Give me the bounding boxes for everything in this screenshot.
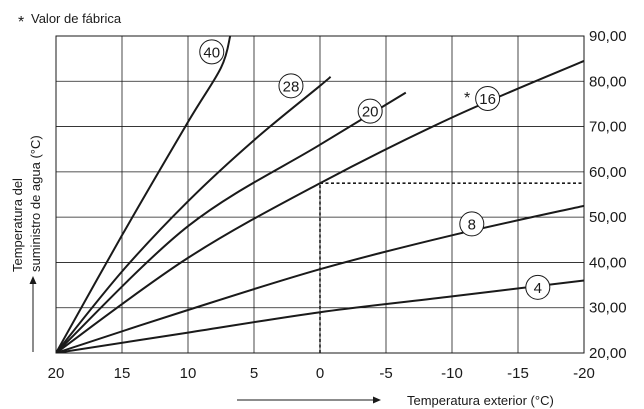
curve-labels: 4 8 16 20 28 40 [199, 39, 551, 300]
y-tick-label-2: 40,00 [589, 254, 627, 271]
footnote-text: Valor de fábrica [31, 11, 122, 26]
curve-label-40: 40 [203, 44, 220, 61]
y-axis-label-line2: suministro de agua (°C) [28, 135, 43, 272]
y-tick-label-4: 60,00 [589, 164, 627, 181]
x-tick-label-3: 5 [250, 365, 258, 382]
reference-dashed-lines [319, 182, 584, 353]
curve-label-circle-20 [357, 98, 383, 124]
curve-label-28: 28 [283, 78, 300, 95]
curve-label-circle-16 [475, 85, 501, 111]
x-tick-label-0: 20 [48, 365, 65, 382]
x-axis-label: Temperatura exterior (°C) [407, 393, 554, 408]
y-tick-label-6: 80,00 [589, 73, 627, 90]
y-tick-label-7: 90,00 [589, 28, 627, 45]
curve-label-8: 8 [468, 216, 476, 233]
y-tick-label-1: 30,00 [589, 300, 627, 317]
x-tick-label-4: 0 [316, 365, 324, 382]
curve-8 [56, 204, 584, 353]
curve-label-circle-40 [199, 39, 225, 65]
footnote-asterisk: * [18, 14, 24, 31]
x-tick-label-6: -10 [441, 365, 463, 382]
x-tick-label-8: -20 [573, 365, 595, 382]
curve-28 [56, 76, 332, 353]
x-tick-label-2: 10 [180, 365, 197, 382]
curve-label-20: 20 [362, 104, 379, 121]
curve-label-circle-28 [278, 73, 304, 99]
y-tick-labels: 20,00 30,00 40,00 50,00 60,00 70,00 80,00 90,00 [589, 28, 627, 362]
y-tick-label-5: 70,00 [589, 119, 627, 136]
y-axis-label-line1: Temperatura del [10, 178, 25, 272]
curve-4 [56, 279, 584, 353]
factory-default-asterisk: * [464, 90, 470, 107]
x-tick-label-1: 15 [114, 365, 131, 382]
curve-40 [56, 36, 232, 353]
curve-label-16: 16 [479, 91, 496, 108]
x-axis-arrow-icon [237, 396, 381, 404]
curve-label-4: 4 [534, 280, 542, 297]
curve-label-circle-4 [525, 274, 551, 300]
curve-label-circle-8 [459, 211, 485, 237]
y-tick-label-3: 50,00 [589, 209, 627, 226]
chart-grid [55, 35, 585, 354]
y-axis-arrow-icon [29, 276, 37, 352]
x-tick-label-5: -5 [379, 365, 392, 382]
y-tick-label-0: 20,00 [589, 345, 627, 362]
x-tick-label-7: -15 [507, 365, 529, 382]
x-tick-labels: 20 15 10 5 0 -5 -10 -15 -20 [48, 365, 595, 382]
